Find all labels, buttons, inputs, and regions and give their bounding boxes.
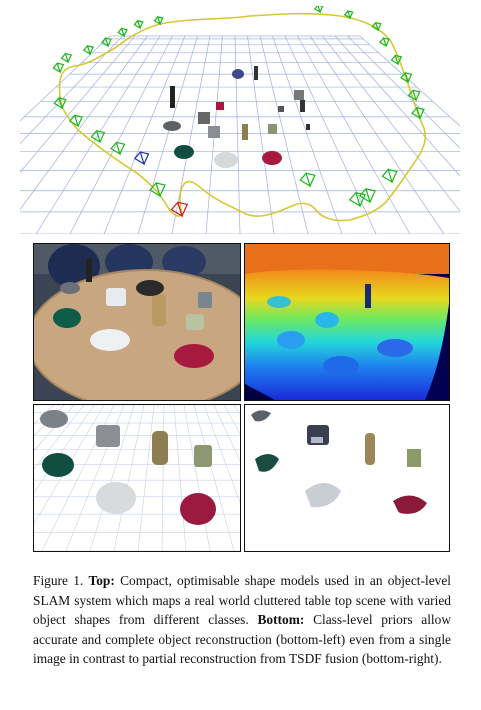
top-text: Compact, optimisable shape models used i… — [33, 573, 452, 628]
camera-frustum-icon — [133, 19, 144, 30]
camera-frustum-icon — [381, 168, 398, 184]
camera-frustum-icon — [400, 71, 413, 84]
floor-grid — [20, 35, 460, 234]
figure-caption: Figure 1. Top: Compact, optimisable shap… — [33, 571, 451, 669]
camera-trajectory — [58, 12, 427, 222]
object-shape — [242, 124, 248, 140]
slam-map-figure — [20, 6, 460, 234]
depth-table-surface — [245, 269, 449, 400]
camera-frustum-icon — [313, 6, 324, 14]
object-shape — [278, 106, 284, 112]
camera-frustum-icon — [348, 191, 366, 208]
tsdf-reconstruction — [245, 405, 449, 551]
mug-sage — [186, 314, 204, 330]
object-shape — [170, 86, 175, 108]
bowl-maroon — [174, 344, 214, 368]
bowl-grey — [60, 282, 80, 294]
top-label: Top: — [88, 573, 115, 588]
camera-frustum-icon — [170, 201, 189, 218]
chair-right — [162, 246, 206, 278]
bowl-teal — [42, 453, 74, 477]
camera-frustum-icon — [117, 27, 128, 38]
mug-white — [106, 288, 126, 306]
object-shape — [300, 100, 305, 112]
camera-frustum-icon — [133, 150, 150, 166]
camera-frustum-icon — [153, 15, 164, 26]
prior-reconstruction — [34, 405, 240, 551]
bowl-maroon — [180, 493, 216, 525]
camera-frustum-icon — [52, 62, 65, 74]
mug-grey — [96, 425, 120, 447]
bottom-label: Bottom: — [257, 612, 305, 628]
object-shape — [174, 145, 194, 159]
bottom-text: Class-level priors allow accurate and co… — [33, 612, 451, 667]
bowl-grey — [40, 410, 68, 428]
camera-frustum-icon — [371, 21, 382, 32]
depth-map — [245, 244, 449, 400]
reconstructed-objects — [163, 66, 310, 168]
camera-frustum-icon — [60, 52, 73, 64]
camera-frustum-icon — [379, 36, 390, 48]
object-shape — [306, 124, 310, 130]
object-shape — [262, 151, 282, 165]
camera-frustum-icon — [90, 129, 106, 144]
bottle — [152, 431, 168, 465]
tsdf-reconstruction-panel — [244, 404, 450, 552]
camera-frustum-icon — [149, 181, 166, 198]
object-shape — [216, 102, 224, 110]
bottle-black — [86, 258, 92, 282]
prior-reconstruction-panel — [33, 404, 241, 552]
rgb-photo — [34, 244, 240, 400]
camera-frustum-icon — [53, 96, 67, 110]
camera-frustum-icon — [411, 106, 425, 120]
depth-map-panel — [244, 243, 450, 401]
object-shape — [232, 69, 244, 79]
mug-grey — [198, 292, 212, 308]
camera-frustum-icon — [390, 54, 403, 66]
slam-map-svg — [20, 6, 460, 234]
pan-black — [136, 280, 164, 296]
camera-frustum-icon — [343, 9, 354, 20]
camera-frustum-icon — [110, 141, 126, 156]
camera-frustum-icon — [299, 172, 316, 188]
bowl-white — [90, 329, 130, 351]
prior-grid — [34, 405, 240, 551]
camera-frustum-icon — [82, 44, 94, 56]
rgb-photo-panel — [33, 243, 241, 401]
camera-frustum-icon — [68, 114, 83, 128]
camera-frustum-icon — [358, 187, 376, 204]
figure-label: Figure 1. — [33, 573, 84, 588]
object-shape — [208, 126, 220, 138]
object-shape — [294, 90, 304, 100]
bowl-white — [96, 482, 136, 514]
mug-sage — [194, 445, 212, 467]
object-shape — [214, 152, 238, 168]
bottle-wood — [152, 294, 166, 326]
object-shape — [163, 121, 181, 131]
object-shape — [268, 124, 277, 134]
camera-frustum-icon — [407, 89, 421, 102]
camera-frustum-icon — [101, 36, 112, 48]
camera-frustums — [52, 6, 425, 218]
bowl-teal — [53, 308, 81, 328]
object-shape — [254, 66, 258, 80]
object-shape — [198, 112, 210, 124]
